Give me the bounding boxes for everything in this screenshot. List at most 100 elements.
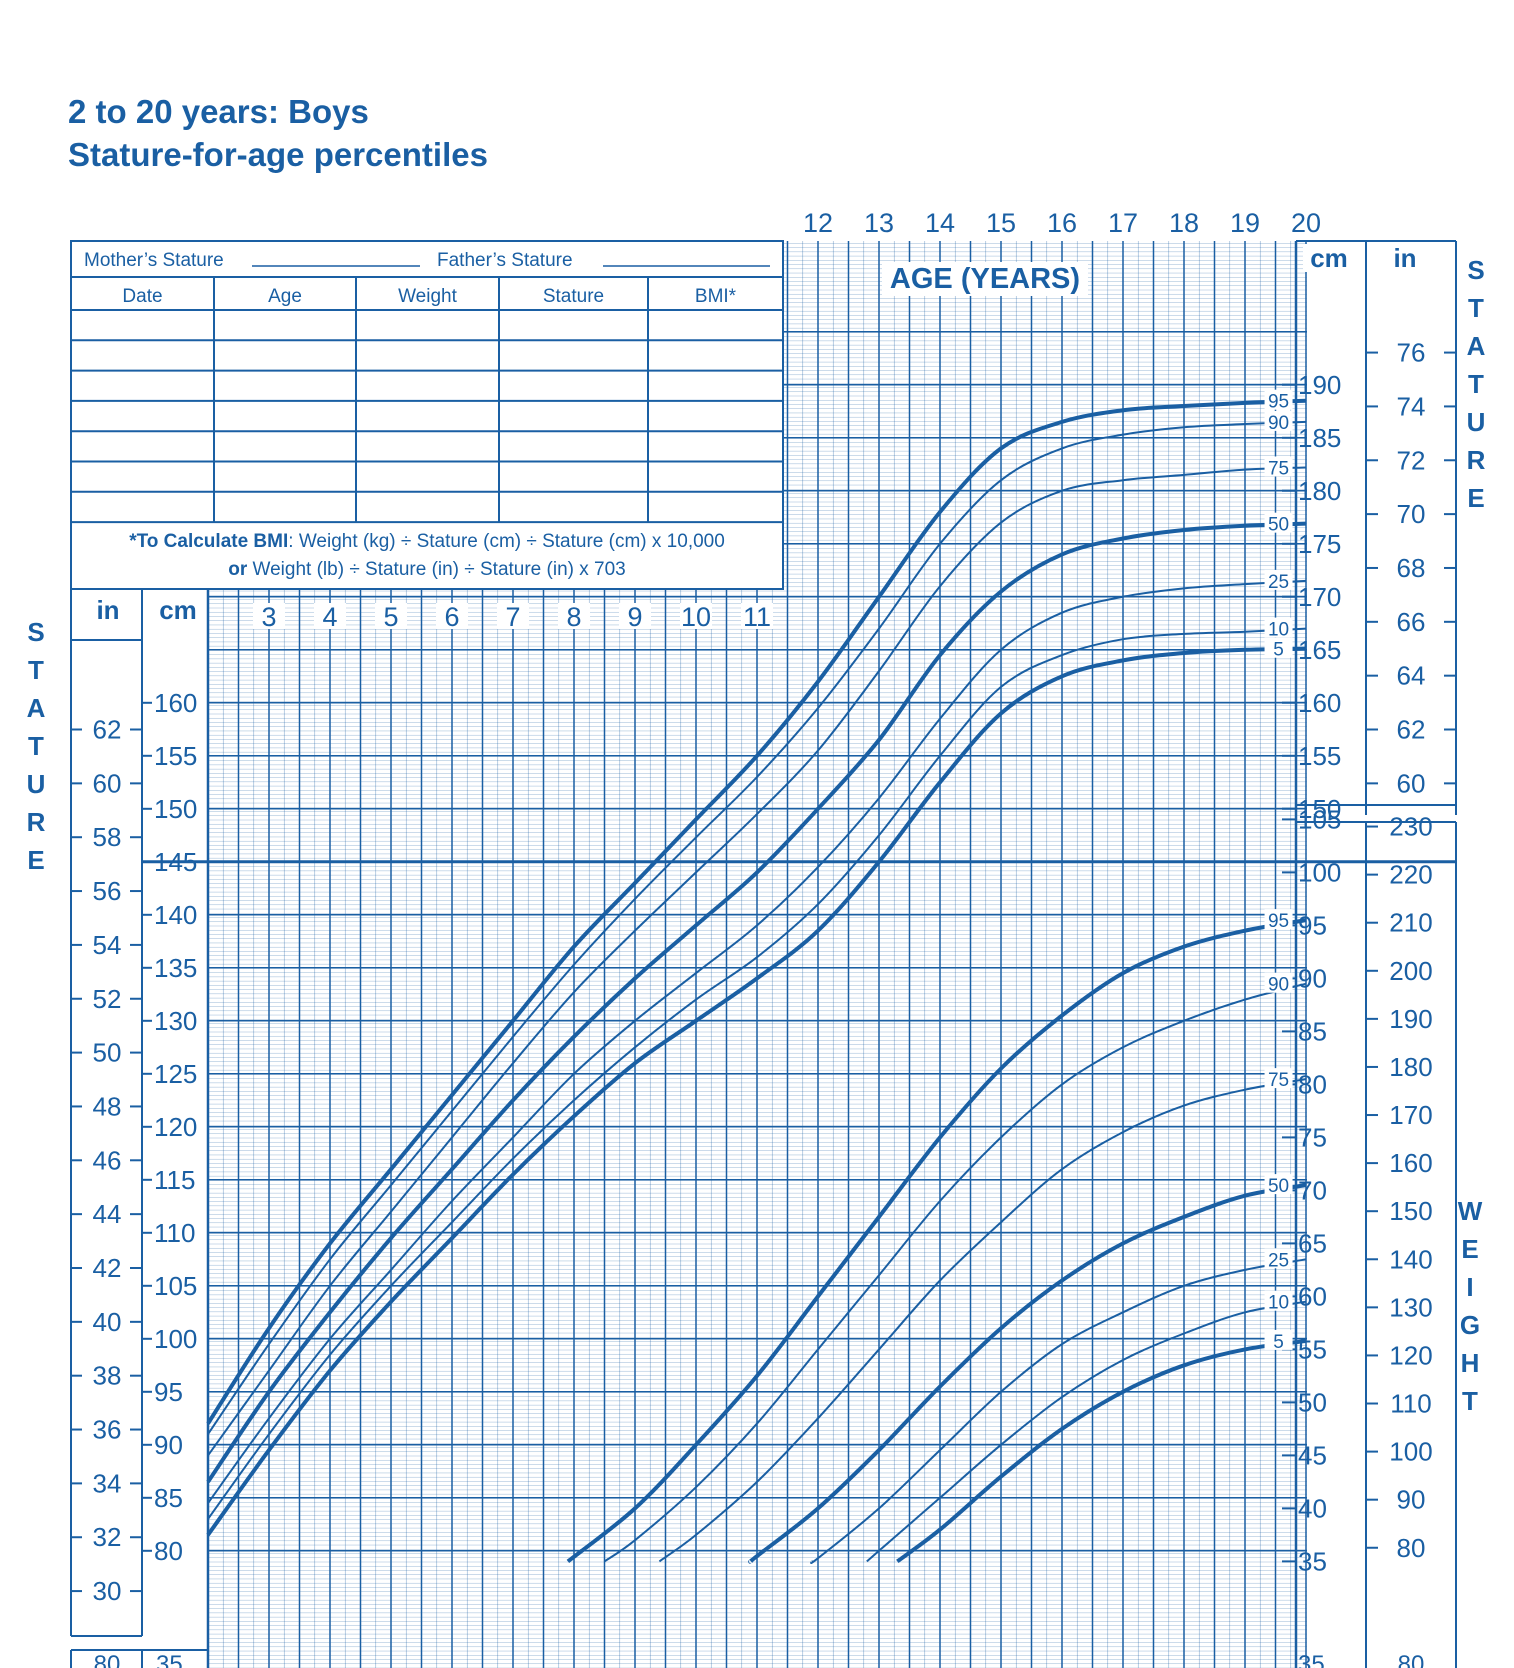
stature-in-tick-right-60: 60 (1397, 768, 1426, 798)
lower-right-lb-tick: 80 (1398, 1651, 1425, 1668)
weight-curve-p90 (603, 982, 1307, 1563)
stature-in-tick-left-38: 38 (93, 1361, 122, 1391)
stature-cm-tick-left-100: 100 (154, 1324, 197, 1354)
stature-cm-tick-left-90: 90 (154, 1430, 183, 1460)
weight-label-p90: 90 (1268, 975, 1289, 996)
stature-curve-p10 (207, 627, 1307, 1520)
weight-lb-tick-150: 150 (1389, 1196, 1432, 1226)
bmi-note-rest: : Weight (kg) ÷ Stature (cm) ÷ Stature (… (288, 531, 725, 552)
stature-in-tick-left-32: 32 (93, 1522, 122, 1552)
stature-in-tick-left-50: 50 (93, 1038, 122, 1068)
record-table: Mother’s Stature Father’s Stature Date Ag… (70, 240, 784, 590)
weight-kg-tick-80: 80 (1298, 1069, 1327, 1099)
weight-kg-tick-60: 60 (1298, 1281, 1327, 1311)
weight-kg-tick-70: 70 (1298, 1175, 1327, 1205)
stature-in-tick-left-30: 30 (93, 1576, 122, 1606)
right-stature-vertical-label: STATURE (1461, 255, 1491, 521)
lower-right-kg-tick: 35 (1298, 1651, 1325, 1668)
age-tick-top-19: 19 (1230, 208, 1260, 238)
weight-kg-tick-90: 90 (1298, 963, 1327, 993)
weight-kg-tick-40: 40 (1298, 1493, 1327, 1523)
stature-curve-p95 (206, 398, 1307, 1425)
age-tick-top-18: 18 (1169, 208, 1199, 238)
stature-curve-p50 (206, 521, 1307, 1484)
weight-curve-p5 (896, 1338, 1307, 1564)
stature-curve-p75 (207, 466, 1307, 1456)
chart-axes: 12 13 14 15 16 17 18 19 203 4 5 6 7 8 9 10 1162605856545… (70, 208, 1457, 1668)
stature-cm-tick-left-155: 155 (154, 741, 197, 771)
stature-label-p10: 10 (1268, 620, 1289, 641)
weight-curve-p10 (866, 1300, 1307, 1563)
stature-in-tick-left-42: 42 (93, 1253, 122, 1283)
chart-title-line2: Stature-for-age percentiles (68, 136, 488, 173)
weight-curve-p95 (566, 918, 1307, 1563)
stature-cm-tick-left-150: 150 (154, 794, 197, 824)
stature-in-tick-left-40: 40 (93, 1307, 122, 1337)
age-tick-lower-6: 6 (444, 602, 459, 632)
stature-label-p50: 50 (1268, 515, 1289, 536)
age-tick-top-14: 14 (925, 208, 955, 238)
right-in-unit: in (1393, 243, 1416, 273)
record-table-columns: Date Age Weight Stature BMI* (71, 277, 783, 524)
weight-curve-p25 (810, 1258, 1307, 1564)
table-header-bmi: BMI* (695, 286, 737, 307)
weight-lb-tick-120: 120 (1389, 1340, 1432, 1370)
weight-kg-tick-105: 105 (1298, 804, 1341, 834)
stature-in-tick-left-56: 56 (93, 876, 122, 906)
weight-lb-tick-220: 220 (1389, 860, 1432, 890)
stature-label-p75: 75 (1268, 458, 1289, 479)
weight-kg-tick-95: 95 (1298, 910, 1327, 940)
weight-lb-tick-140: 140 (1389, 1244, 1432, 1274)
stature-in-tick-right-74: 74 (1397, 391, 1426, 421)
weight-label-p95: 95 (1268, 911, 1289, 932)
age-tick-top-13: 13 (864, 208, 894, 238)
stature-in-tick-left-62: 62 (93, 715, 122, 745)
bmi-note-line1: *To Calculate BMI: Weight (kg) ÷ Stature… (129, 531, 725, 552)
stature-cm-tick-left-115: 115 (154, 1165, 195, 1195)
age-tick-top-17: 17 (1108, 208, 1138, 238)
stature-cm-tick-right-170: 170 (1298, 582, 1341, 612)
left-stature-vertical-label: STATURE (21, 617, 51, 883)
stature-in-tick-right-76: 76 (1397, 338, 1426, 368)
age-tick-lower-7: 7 (505, 602, 520, 632)
age-tick-lower-5: 5 (383, 602, 398, 632)
stature-label-p90: 90 (1268, 413, 1289, 434)
stature-cm-tick-left-130: 130 (154, 1006, 197, 1036)
weight-lb-tick-130: 130 (1389, 1292, 1432, 1322)
stature-label-p5: 5 (1273, 640, 1284, 661)
weight-kg-tick-35: 35 (1298, 1546, 1327, 1576)
weight-label-p10: 10 (1268, 1293, 1289, 1314)
weight-lb-tick-200: 200 (1389, 956, 1432, 986)
stature-cm-tick-right-190: 190 (1298, 370, 1341, 400)
stature-label-p95: 95 (1268, 392, 1289, 413)
stature-in-tick-left-46: 46 (93, 1145, 122, 1175)
right-cm-unit: cm (1310, 243, 1348, 273)
stature-cm-tick-left-105: 105 (154, 1271, 197, 1301)
table-header-age: Age (268, 286, 302, 307)
weight-kg-tick-100: 100 (1298, 857, 1341, 887)
stature-curve-p5 (206, 646, 1307, 1537)
age-tick-top-15: 15 (986, 208, 1016, 238)
stature-cm-tick-left-145: 145 (154, 847, 197, 877)
table-header-weight: Weight (398, 286, 458, 307)
weight-label-p5: 5 (1273, 1332, 1284, 1353)
stature-cm-tick-right-185: 185 (1298, 423, 1341, 453)
age-tick-lower-8: 8 (566, 602, 581, 632)
left-in-unit: in (96, 595, 119, 625)
stature-in-tick-left-34: 34 (93, 1468, 122, 1498)
stature-cm-tick-right-160: 160 (1298, 688, 1341, 718)
stature-cm-tick-left-120: 120 (154, 1112, 197, 1142)
weight-lb-tick-100: 100 (1389, 1437, 1432, 1467)
weight-kg-tick-85: 85 (1298, 1016, 1327, 1046)
bmi-note-line2: or Weight (lb) ÷ Stature (in) ÷ Stature … (228, 559, 625, 580)
stature-label-p25: 25 (1268, 572, 1289, 593)
age-tick-lower-9: 9 (627, 602, 642, 632)
weight-lb-tick-110: 110 (1390, 1389, 1431, 1419)
weight-kg-tick-50: 50 (1298, 1387, 1327, 1417)
weight-kg-tick-45: 45 (1298, 1440, 1327, 1470)
stature-cm-tick-right-155: 155 (1298, 741, 1341, 771)
stature-cm-tick-right-175: 175 (1298, 529, 1341, 559)
stature-cm-tick-left-140: 140 (154, 900, 197, 930)
stature-cm-tick-left-80: 80 (154, 1536, 183, 1566)
